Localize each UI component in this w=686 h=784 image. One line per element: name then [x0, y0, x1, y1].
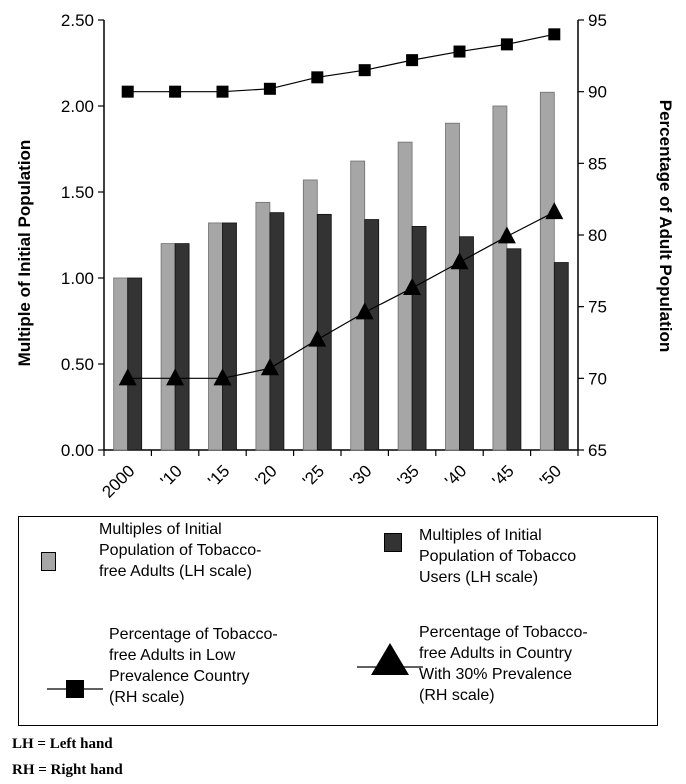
bar-tobacco-users: [127, 277, 143, 451]
x-tick-label: '40: [441, 461, 470, 490]
marker-square: [121, 85, 134, 98]
bar-tobacco-free: [445, 122, 460, 451]
x-tick-label: '15: [204, 461, 233, 490]
x-tick-label: '45: [489, 461, 518, 490]
x-tick-label: 2000: [98, 461, 138, 501]
legend-swatch-tobacco-user-bars: [384, 533, 402, 552]
legend-swatch-tobacco-free-bars: [41, 552, 56, 571]
marker-square: [406, 54, 419, 67]
legend-label-low-prevalence: Percentage of Tobacco- free Adults in Lo…: [109, 626, 278, 706]
bar-tobacco-free: [208, 222, 223, 451]
bar-tobacco-free: [255, 201, 271, 451]
y2-tick-label: 85: [588, 154, 607, 173]
marker-triangle: [450, 252, 469, 270]
footnote-lh: LH = Left hand: [12, 736, 113, 752]
y2-tick-label: 95: [588, 11, 607, 30]
y2-tick-label: 65: [588, 441, 607, 460]
marker-triangle: [166, 368, 185, 386]
legend-marker-triangle-line: [357, 643, 423, 675]
footnote-rh: RH = Right hand: [12, 762, 123, 778]
combo-chart: 0.00 0.50 1.00 1.50 2.00 2.50 65 70 75 80 85 90 95 20…: [15, 11, 675, 502]
bar-tobacco-users: [174, 243, 190, 451]
marker-square: [216, 85, 229, 98]
bar-tobacco-users: [506, 248, 522, 451]
legend-label-tobacco-user-bars: Multiples of Initial Population of Tobac…: [419, 527, 577, 586]
y-tick-label: 2.00: [61, 97, 94, 116]
y2-axis-title: Percentage of Adult Population: [656, 100, 675, 353]
y-tick-label: 0.00: [61, 441, 94, 460]
y2-tick-label: 80: [588, 226, 607, 245]
bar-tobacco-users: [553, 262, 569, 451]
bar-tobacco-users: [364, 219, 380, 451]
line-low-prevalence: [127, 33, 555, 93]
bar-tobacco-free: [397, 141, 413, 451]
x-tick-label: '50: [536, 461, 565, 490]
bar-tobacco-free: [302, 179, 318, 451]
x-tick-label: '35: [394, 461, 423, 490]
line-30pct-prevalence: [127, 211, 555, 379]
bar-tobacco-users: [459, 236, 474, 451]
marker-triangle: [308, 329, 327, 347]
marker-triangle: [355, 302, 374, 320]
marker-triangle: [118, 368, 137, 386]
bar-tobacco-users: [269, 212, 285, 451]
marker-triangle: [213, 368, 232, 386]
x-tick-label: '10: [157, 461, 186, 490]
bar-tobacco-free: [539, 91, 555, 451]
y-tick-label: 2.50: [61, 11, 94, 30]
marker-square: [358, 64, 371, 77]
y-tick-label: 1.00: [61, 269, 94, 288]
marker-triangle: [545, 202, 564, 220]
legend-label-tobacco-free-bars: Multiples of Initial Population of Tobac…: [99, 521, 262, 580]
marker-triangle: [497, 226, 516, 244]
bar-tobacco-free: [350, 160, 366, 451]
legend: Multiples of Initial Population of Tobac…: [18, 516, 658, 726]
y2-tick-label: 75: [588, 298, 607, 317]
marker-square: [311, 71, 324, 84]
marker-square: [263, 82, 276, 95]
bar-tobacco-free: [492, 105, 508, 451]
y2-tick-label: 90: [588, 83, 607, 102]
legend-label-30pct-prevalence: Percentage of Tobacco- free Adults in Co…: [419, 624, 588, 704]
marker-square: [548, 28, 561, 41]
legend-marker-square-line: [47, 680, 103, 698]
y-axis-title: Multiple of Initial Population: [15, 140, 34, 367]
marker-square: [169, 85, 182, 98]
x-tick-label: '25: [299, 461, 328, 490]
y2-tick-label: 70: [588, 369, 607, 388]
bar-tobacco-users: [411, 225, 427, 451]
marker-triangle: [403, 278, 422, 296]
marker-square: [453, 45, 466, 58]
y-tick-label: 1.50: [61, 183, 94, 202]
bar-tobacco-free: [113, 277, 129, 451]
bar-tobacco-users: [222, 222, 237, 451]
x-tick-label: '30: [346, 461, 375, 490]
plot-area: 0.00 0.50 1.00 1.50 2.00 2.50 65 70 75 80 85 90 95 20…: [61, 11, 607, 502]
bar-tobacco-free: [160, 243, 176, 451]
marker-square: [500, 38, 513, 51]
x-tick-label: '20: [252, 461, 281, 490]
marker-triangle: [260, 358, 279, 376]
y-tick-label: 0.50: [61, 355, 94, 374]
